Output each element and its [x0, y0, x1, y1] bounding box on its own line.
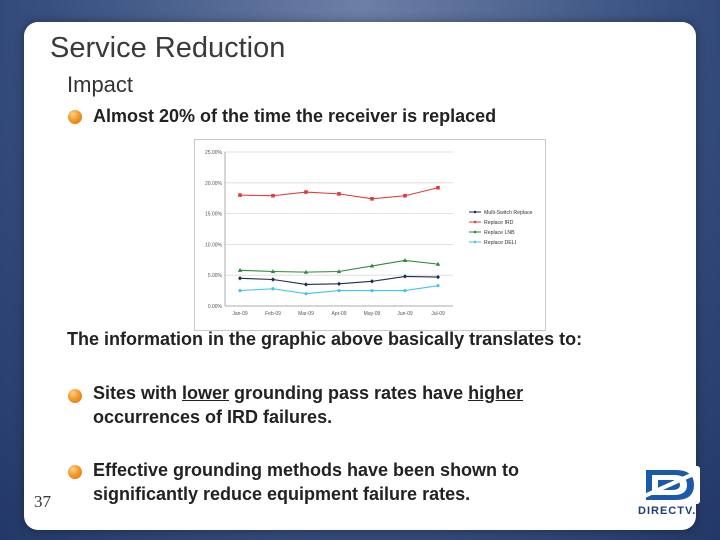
data-point	[370, 279, 374, 284]
legend-marker	[473, 240, 477, 244]
chart-svg: 0.00% 5.00% 10.00% 15.00% 20.00% 25.00% Jan-09…	[205, 150, 533, 317]
data-point	[271, 193, 275, 198]
x-tick-label: May-09	[364, 311, 381, 317]
bullet3-line2: significantly reduce equipment failure r…	[93, 484, 471, 504]
y-tick-label: 0.00%	[208, 304, 223, 310]
bullet-icon	[68, 465, 82, 479]
bullet2-mid: grounding pass rates have	[229, 383, 469, 403]
bullet3-line1: Effective grounding methods have been sh…	[93, 460, 520, 480]
page-number: 37	[34, 492, 51, 511]
logo-wordmark: DIRECTV.	[638, 505, 697, 517]
bullet2-underline-lower: lower	[182, 383, 230, 403]
data-point	[270, 269, 276, 274]
slide-title: Service Reduction	[50, 32, 286, 64]
directv-logo: DIRECTV.	[636, 464, 706, 520]
legend-marker	[473, 220, 477, 224]
data-point	[403, 274, 407, 279]
line-chart: 0.00% 5.00% 10.00% 15.00% 20.00% 25.00% Jan-09…	[194, 139, 546, 331]
data-point	[403, 193, 407, 198]
data-point	[370, 289, 374, 293]
bullet-text-1: Almost 20% of the time the receiver is r…	[93, 106, 497, 126]
legend-marker	[473, 230, 477, 234]
data-point	[271, 277, 275, 282]
data-point	[435, 261, 441, 266]
data-point	[436, 284, 440, 288]
bullet2-pre: Sites with	[93, 383, 183, 403]
legend-label: Replace IRD	[484, 220, 514, 226]
bullet-icon	[68, 110, 82, 124]
x-tick-label: Jul-09	[431, 311, 445, 317]
data-point	[336, 269, 342, 274]
data-point	[237, 267, 243, 272]
y-tick-label: 10.00%	[205, 242, 223, 248]
bullet2-line2: occurrences of IRD failures.	[93, 407, 333, 427]
x-tick-label: Apr-09	[331, 311, 346, 317]
bullet-icon	[68, 389, 82, 403]
data-point	[304, 292, 308, 296]
data-point	[238, 289, 242, 293]
data-point	[436, 185, 440, 190]
y-tick-label: 15.00%	[205, 212, 223, 218]
data-point	[238, 276, 242, 281]
legend-label: Replace LNB	[484, 230, 515, 236]
bullet-text-2: Sites with lower grounding pass rates ha…	[93, 381, 523, 429]
x-tick-label: Jun-09	[397, 311, 413, 317]
y-tick-label: 5.00%	[208, 273, 223, 279]
data-point	[402, 258, 408, 263]
y-tick-label: 25.00%	[205, 150, 223, 156]
legend-label: Replace DELI	[484, 240, 516, 246]
data-point	[304, 282, 308, 287]
legend-label: Multi-Switch Replace	[484, 210, 533, 216]
bullet-text-3: Effective grounding methods have been sh…	[93, 458, 519, 506]
data-point	[337, 281, 341, 287]
y-tick-label: 20.00%	[205, 181, 223, 187]
data-point	[403, 289, 407, 293]
caption-text: The information in the graphic above bas…	[67, 329, 583, 349]
x-tick-label: Feb-09	[265, 311, 281, 317]
data-point	[304, 190, 308, 194]
bullet2-underline-higher: higher	[468, 383, 524, 403]
data-point	[370, 197, 374, 201]
data-point	[337, 192, 341, 196]
data-point	[238, 193, 242, 197]
data-point	[369, 263, 375, 268]
x-tick-label: Mar-09	[298, 311, 314, 317]
data-point	[337, 289, 341, 293]
slide-subtitle: Impact	[67, 72, 134, 97]
data-point	[271, 287, 275, 291]
legend-marker	[473, 210, 477, 214]
data-point	[303, 269, 309, 274]
x-tick-label: Jan-09	[232, 311, 248, 317]
